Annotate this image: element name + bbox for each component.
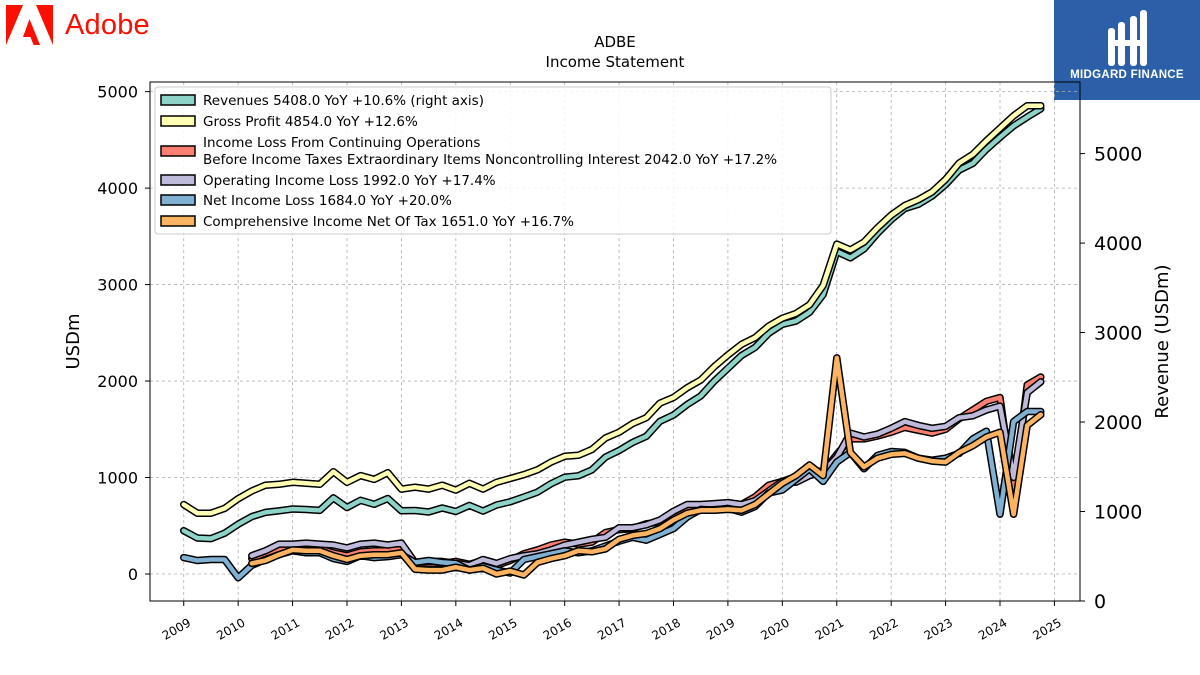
x-tick-label: 2024 — [976, 615, 1009, 642]
legend-label: Operating Income Loss 1992.0 YoY +17.4% — [203, 173, 496, 189]
right-tick-label: 5000 — [1094, 144, 1142, 166]
legend-frame — [154, 86, 832, 235]
right-tick-label: 3000 — [1094, 323, 1142, 345]
legend-swatch — [160, 215, 196, 227]
left-tick-label: 0 — [128, 565, 138, 584]
x-tick-label: 2011 — [269, 615, 302, 642]
x-tick-label: 2025 — [1030, 615, 1063, 642]
x-tick-label: 2015 — [486, 615, 519, 642]
series-lines — [179, 101, 1045, 582]
legend-swatch — [160, 94, 196, 106]
legend-swatch — [160, 115, 196, 127]
legend-label: Revenues 5408.0 YoY +10.6% (right axis) — [203, 93, 484, 109]
legend-swatch — [160, 194, 196, 206]
x-tick-label: 2017 — [595, 615, 628, 642]
legend-label: Comprehensive Income Net Of Tax 1651.0 Y… — [203, 214, 574, 230]
x-tick-label: 2019 — [704, 615, 737, 642]
series-line — [249, 379, 1044, 568]
x-tick-label: 2022 — [867, 615, 900, 642]
midgard-emblem-icon — [1108, 10, 1147, 66]
left-axis-ticks: 0 1000 2000 3000 4000 5000 — [97, 83, 150, 584]
y-axis-label-left: USDm — [63, 314, 84, 370]
x-tick-label: 2023 — [922, 615, 955, 642]
legend: Revenues 5408.0 YoY +10.6% (right axis) G… — [154, 86, 832, 235]
plot-frame — [149, 81, 1081, 602]
series-line — [181, 103, 1044, 516]
x-tick-label: 2012 — [323, 615, 356, 642]
x-tick-label: 2018 — [650, 615, 683, 642]
midgard-finance-label: MIDGARD FINANCE — [1070, 69, 1184, 81]
x-tick-label: 2016 — [541, 615, 574, 642]
chart-subtitle: Income Statement — [546, 53, 685, 71]
legend-label: Before Income Taxes Extraordinary Items … — [203, 152, 777, 168]
right-tick-label: 1000 — [1094, 502, 1142, 524]
adobe-logo: Adobe — [6, 5, 150, 45]
chart-title: ADBE — [594, 33, 636, 51]
legend-label: Net Income Loss 1684.0 YoY +20.0% — [203, 193, 452, 209]
y-axis-label-right: Revenue (USDm) — [1152, 264, 1173, 418]
right-tick-label: 4000 — [1094, 233, 1142, 255]
x-tick-label: 2021 — [813, 615, 846, 642]
adobe-brand-name: Adobe — [65, 8, 150, 41]
right-tick-label: 0 — [1094, 591, 1106, 613]
left-tick-label: 1000 — [97, 469, 138, 488]
right-axis-ticks: 0 1000 2000 3000 4000 5000 — [1080, 144, 1142, 613]
x-tick-label: 2009 — [160, 615, 193, 642]
right-tick-label: 2000 — [1094, 412, 1142, 434]
legend-swatch — [160, 174, 196, 186]
left-tick-label: 5000 — [97, 83, 138, 102]
legend-label: Income Loss From Continuing Operations — [203, 135, 480, 151]
x-tick-label: 2020 — [758, 615, 791, 642]
left-tick-label: 3000 — [97, 276, 138, 295]
x-tick-label: 2010 — [214, 615, 247, 642]
x-axis-ticks: 2009 2010 2011 2012 2013 2014 2015 2016 2017 2018… — [160, 601, 1064, 643]
x-tick-label: 2014 — [432, 615, 465, 642]
adobe-logo-icon — [6, 5, 53, 45]
left-tick-label: 2000 — [97, 372, 138, 391]
series-line — [249, 355, 1044, 578]
x-tick-label: 2013 — [377, 615, 410, 642]
midgard-finance-logo: MIDGARD FINANCE — [1054, 0, 1200, 100]
legend-swatch — [160, 145, 196, 157]
legend-label: Gross Profit 4854.0 YoY +12.6% — [203, 114, 418, 130]
left-tick-label: 4000 — [97, 179, 138, 198]
